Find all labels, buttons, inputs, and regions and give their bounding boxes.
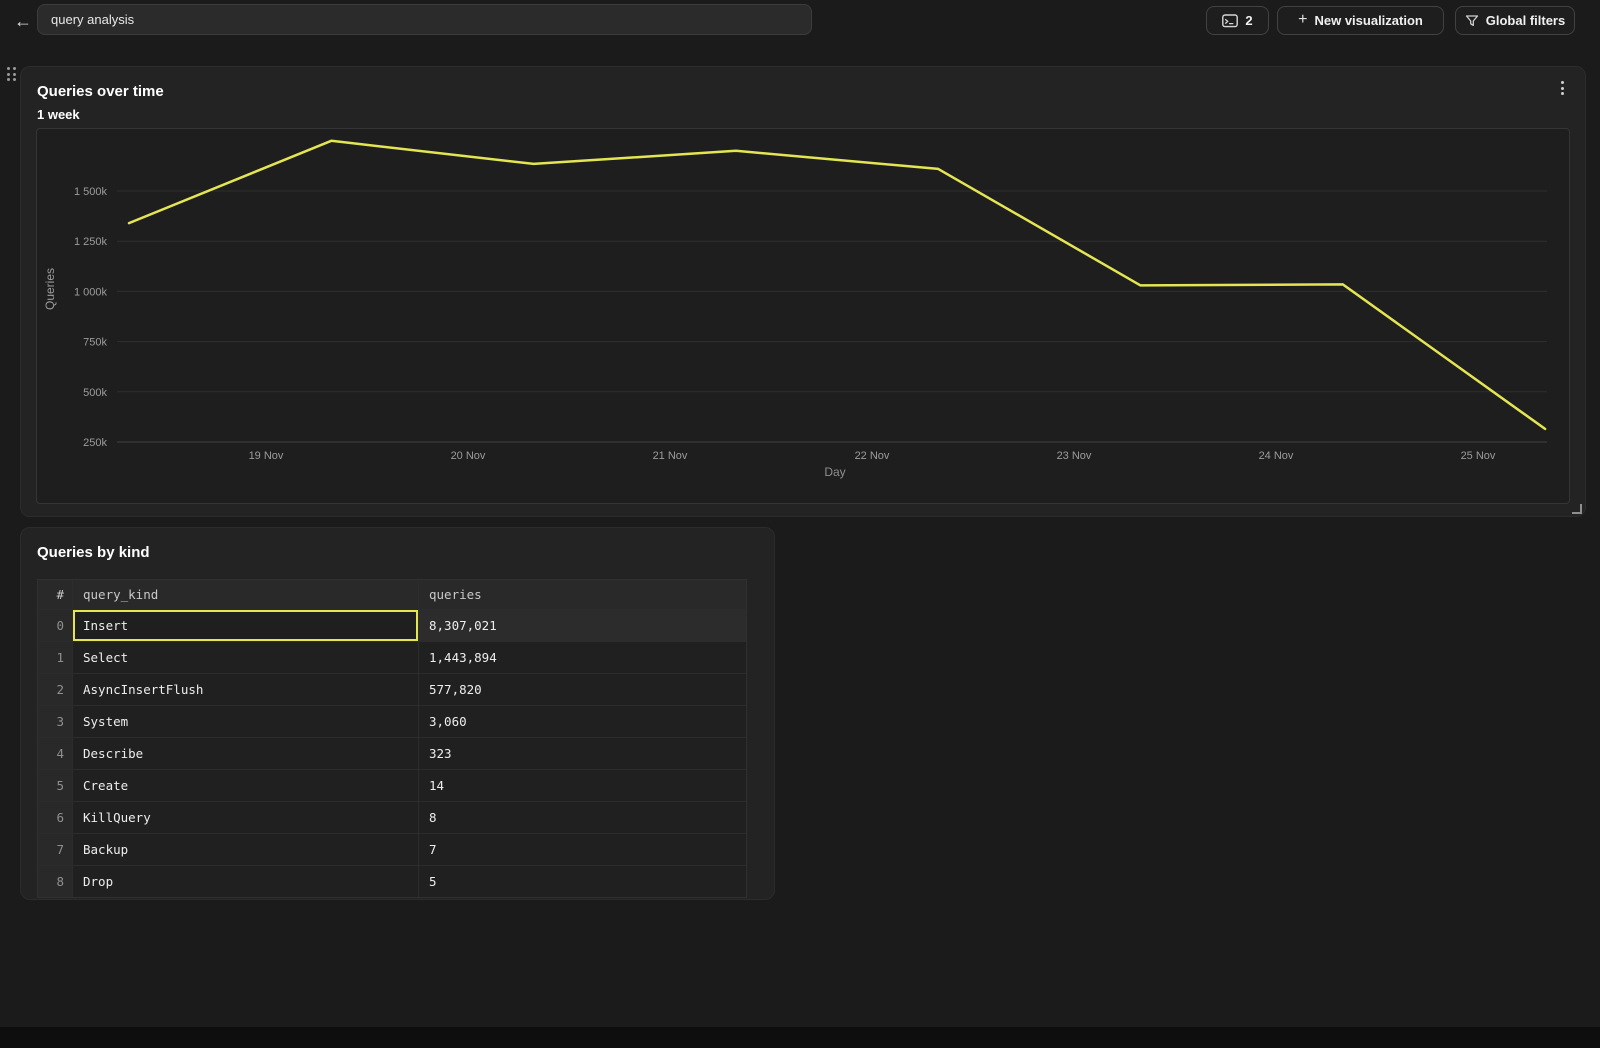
table-row: 4 Describe 323 xyxy=(38,737,746,769)
cell-queries[interactable]: 8,307,021 xyxy=(418,610,746,641)
row-index: 3 xyxy=(38,706,72,737)
x-tick-label: 23 Nov xyxy=(1057,450,1092,462)
window-bottom-edge xyxy=(0,1027,1600,1048)
cell-query-kind[interactable]: AsyncInsertFlush xyxy=(72,674,418,705)
resize-handle-icon[interactable] xyxy=(1572,504,1582,514)
header-queries[interactable]: queries xyxy=(418,580,746,609)
table-row: 3 System 3,060 xyxy=(38,705,746,737)
back-button[interactable]: ← xyxy=(10,8,36,34)
cell-query-kind[interactable]: Insert xyxy=(72,610,418,641)
x-tick-label: 21 Nov xyxy=(653,450,688,462)
table-row: 8 Drop 5 xyxy=(38,865,746,897)
row-index: 7 xyxy=(38,834,72,865)
table-header-row: # query_kind queries xyxy=(38,580,746,609)
row-index: 8 xyxy=(38,866,72,897)
global-filters-button[interactable]: Global filters xyxy=(1455,6,1575,35)
x-tick-label: 22 Nov xyxy=(855,450,890,462)
plus-icon: + xyxy=(1298,11,1308,28)
row-index: 0 xyxy=(38,610,72,641)
table-card: Queries by kind # query_kind queries 0 In… xyxy=(20,527,775,900)
cell-query-kind[interactable]: Describe xyxy=(72,738,418,769)
cell-queries[interactable]: 577,820 xyxy=(418,674,746,705)
cell-query-kind[interactable]: Backup xyxy=(72,834,418,865)
x-tick-label: 20 Nov xyxy=(451,450,486,462)
cell-query-kind[interactable]: Drop xyxy=(72,866,418,897)
row-index: 4 xyxy=(38,738,72,769)
table-row: 1 Select 1,443,894 xyxy=(38,641,746,673)
x-tick-label: 19 Nov xyxy=(249,450,284,462)
y-tick-label: 1 250k xyxy=(74,236,108,248)
table-row: 2 AsyncInsertFlush 577,820 xyxy=(38,673,746,705)
cell-queries[interactable]: 323 xyxy=(418,738,746,769)
chart-menu-button[interactable] xyxy=(1552,76,1572,100)
cell-query-kind[interactable]: Select xyxy=(72,642,418,673)
cell-queries[interactable]: 5 xyxy=(418,866,746,897)
y-tick-label: 750k xyxy=(83,337,107,349)
x-axis-title: Day xyxy=(824,465,845,479)
console-icon xyxy=(1222,13,1239,28)
new-visualization-label: New visualization xyxy=(1314,13,1423,28)
header-index: # xyxy=(56,587,64,602)
chart-title: Queries over time xyxy=(37,83,164,100)
table-title: Queries by kind xyxy=(37,544,150,561)
dashboard-title-input[interactable] xyxy=(37,4,812,35)
chart-card: Queries over time 1 week 250k 500k 750k 1 0… xyxy=(20,66,1586,517)
cell-query-kind[interactable]: System xyxy=(72,706,418,737)
y-tick-label: 1 000k xyxy=(74,286,108,298)
cell-queries[interactable]: 1,443,894 xyxy=(418,642,746,673)
row-index: 6 xyxy=(38,802,72,833)
global-filters-label: Global filters xyxy=(1485,13,1566,28)
x-tick-label: 24 Nov xyxy=(1259,450,1294,462)
cell-queries[interactable]: 3,060 xyxy=(418,706,746,737)
visualization-count: 2 xyxy=(1245,13,1253,28)
row-index: 5 xyxy=(38,770,72,801)
cell-queries[interactable]: 8 xyxy=(418,802,746,833)
cell-queries[interactable]: 14 xyxy=(418,770,746,801)
topbar: ← 2 + New visualization Global filters xyxy=(0,0,1600,42)
line-series xyxy=(127,139,1547,431)
table-body: 0 Insert 8,307,021 1 Select 1,443,894 2 AsyncIn… xyxy=(38,609,746,897)
table-row: 6 KillQuery 8 xyxy=(38,801,746,833)
cell-queries[interactable]: 7 xyxy=(418,834,746,865)
chart-subtitle: 1 week xyxy=(37,107,80,122)
y-tick-label: 500k xyxy=(83,387,107,399)
visualization-count-button[interactable]: 2 xyxy=(1206,6,1269,35)
cell-query-kind[interactable]: KillQuery xyxy=(72,802,418,833)
cell-query-kind[interactable]: Create xyxy=(72,770,418,801)
line-chart-svg: 250k 500k 750k 1 000k 1 250k 1 500k 19 Nov 20 N… xyxy=(43,139,1547,479)
kebab-icon xyxy=(1560,81,1564,84)
funnel-icon xyxy=(1465,14,1479,28)
table-row: 7 Backup 7 xyxy=(38,833,746,865)
arrow-left-icon: ← xyxy=(14,11,32,31)
queries-by-kind-table: # query_kind queries 0 Insert 8,307,021 1 Se… xyxy=(37,579,747,898)
row-index: 2 xyxy=(38,674,72,705)
table-row: 5 Create 14 xyxy=(38,769,746,801)
new-visualization-button[interactable]: + New visualization xyxy=(1277,6,1444,35)
y-tick-label: 250k xyxy=(83,437,107,449)
line-chart: 250k 500k 750k 1 000k 1 250k 1 500k 19 Nov 20 N… xyxy=(36,128,1570,504)
y-tick-label: 1 500k xyxy=(74,186,108,198)
y-axis-title: Queries xyxy=(43,268,57,310)
header-query-kind[interactable]: query_kind xyxy=(72,580,418,609)
row-index: 1 xyxy=(38,642,72,673)
drag-handle-icon[interactable] xyxy=(7,67,20,83)
table-row: 0 Insert 8,307,021 xyxy=(38,609,746,641)
x-tick-label: 25 Nov xyxy=(1461,450,1496,462)
